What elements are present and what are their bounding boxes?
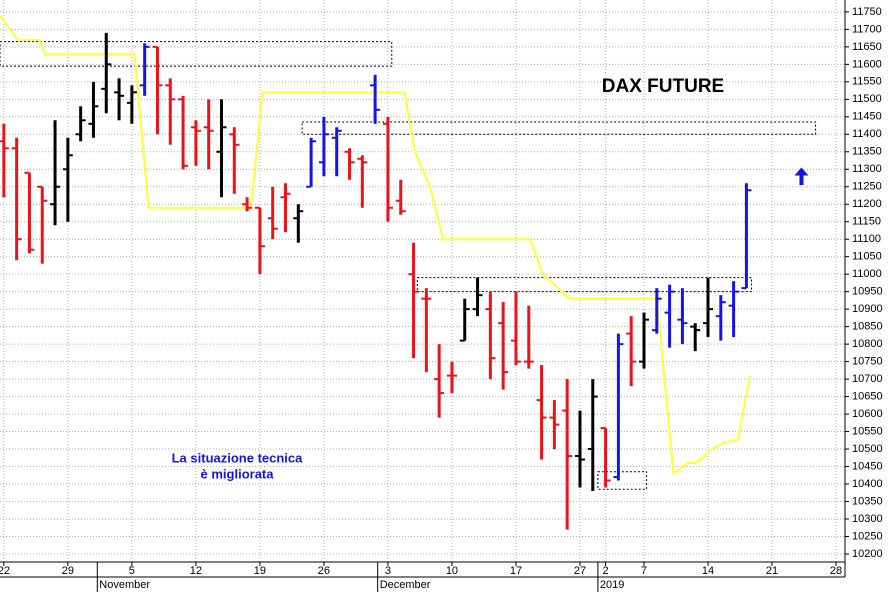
y-tick-label: 10850 (852, 321, 883, 333)
y-tick-label: 10700 (852, 373, 883, 385)
x-tick-label: 19 (254, 565, 266, 577)
y-tick-label: 11100 (852, 233, 881, 245)
y-tick-label: 11300 (852, 163, 882, 175)
y-tick-label: 11450 (852, 111, 882, 123)
x-tick-label: 2 (603, 565, 609, 577)
zone (301, 121, 817, 135)
y-tick-label: 10600 (852, 408, 883, 420)
y-tick-label: 11550 (852, 76, 882, 88)
y-tick-label: 10800 (852, 338, 883, 350)
zone (597, 471, 648, 490)
annotation: La situazione tecnica (172, 450, 304, 465)
y-tick-label: 10200 (852, 548, 883, 560)
y-tick-label: 11500 (852, 93, 882, 105)
chart-title: DAX FUTURE (602, 76, 724, 97)
x-tick-label: 22 (0, 565, 10, 577)
y-tick-label: 11600 (852, 58, 882, 70)
zone (0, 41, 393, 67)
y-tick-label: 10300 (852, 513, 883, 525)
x-tick-label: 26 (318, 565, 330, 577)
x-tick-label: 12 (190, 565, 202, 577)
x-tick-label: 29 (62, 565, 74, 577)
y-tick-label: 11750 (852, 6, 882, 18)
y-tick-label: 10900 (852, 303, 883, 315)
y-tick-label: 11200 (852, 198, 882, 210)
y-tick-label: 10750 (852, 356, 883, 368)
y-tick-label: 10250 (852, 530, 883, 542)
arrow-head (794, 167, 809, 176)
month-label: December (380, 579, 431, 591)
x-tick-label: 17 (510, 565, 522, 577)
line (0, 14, 752, 476)
x-tick-label: 3 (385, 565, 391, 577)
y-tick-label: 10350 (852, 495, 883, 507)
y-tick-label: 11150 (852, 216, 881, 228)
x-tick-label: 21 (766, 565, 778, 577)
plot-area (0, 0, 845, 562)
y-tick-label: 11350 (852, 146, 882, 158)
y-tick-label: 10450 (852, 460, 883, 472)
y-tick-label: 11650 (852, 41, 882, 53)
y-tick-label: 11400 (852, 128, 882, 140)
y-tick-label: 10950 (852, 286, 883, 298)
y-tick-label: 11050 (852, 251, 882, 263)
x-tick-label: 5 (129, 565, 135, 577)
y-tick-label: 10400 (852, 478, 883, 490)
month-label: 2019 (600, 579, 624, 591)
y-tick-label: 11000 (852, 268, 882, 280)
x-tick-label: 10 (446, 565, 458, 577)
x-tick-label: 7 (641, 565, 647, 577)
y-tick-label: 11250 (852, 181, 882, 193)
x-tick-label: 27 (574, 565, 586, 577)
y-tick-label: 10500 (852, 443, 883, 455)
x-tick-label: 14 (702, 565, 714, 577)
y-tick-label: 11700 (852, 23, 882, 35)
y-tick-label: 10650 (852, 390, 883, 402)
x-tick-label: 28 (830, 565, 842, 577)
zone (416, 277, 753, 293)
marks (0, 14, 817, 530)
y-tick-label: 10550 (852, 425, 883, 437)
month-label: November (99, 579, 150, 591)
annotation: è migliorata (201, 466, 275, 481)
